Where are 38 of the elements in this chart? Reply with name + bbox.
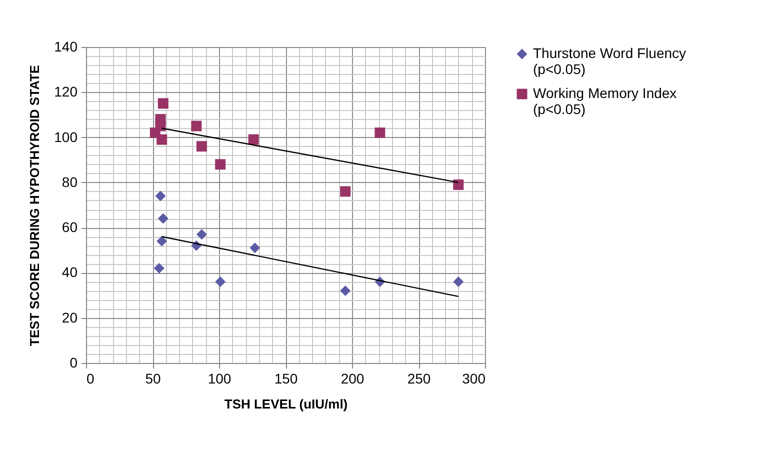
point [156,236,168,246]
x-tick-label: 150 [274,370,298,386]
point [191,120,202,132]
y-tick-label: 40 [62,264,78,280]
point [196,141,207,152]
point [196,229,207,240]
y-tick-label: 80 [62,174,78,190]
y-tick-label: 140 [54,38,78,54]
y-tick-label: 60 [62,219,78,236]
point [340,186,351,197]
point [248,134,259,145]
y-axis-title: TEST SCORE DURING HYPOTHYROID STATE [27,64,42,346]
x-tick-label: 0 [86,370,94,386]
point [340,286,351,296]
point [155,190,166,202]
x-tick-label: 250 [407,370,431,386]
point [250,242,260,254]
point [154,262,164,274]
x-axis-title: TSH LEVEL (uIU/ml) [224,396,348,412]
point [155,120,166,132]
point [453,179,464,190]
y-tick-label: 120 [54,84,78,100]
y-tick-label: 20 [62,309,78,326]
point [215,276,226,287]
point [156,134,168,145]
x-tick-label: 100 [208,370,232,386]
point [374,128,386,138]
point [215,159,226,170]
legend-label: Working Memory Index (p<0.05) [533,85,677,117]
x-tick-label: 300 [462,370,486,386]
y-tick-label: 0 [70,354,78,370]
point [158,98,168,109]
legend-label: Thurstone Word Fluency (p<0.05) [533,45,686,77]
point [158,213,168,224]
x-tick-label: 200 [340,370,364,386]
x-tick-label: 50 [145,370,161,386]
y-tick-label: 100 [54,128,78,145]
point [453,276,464,287]
